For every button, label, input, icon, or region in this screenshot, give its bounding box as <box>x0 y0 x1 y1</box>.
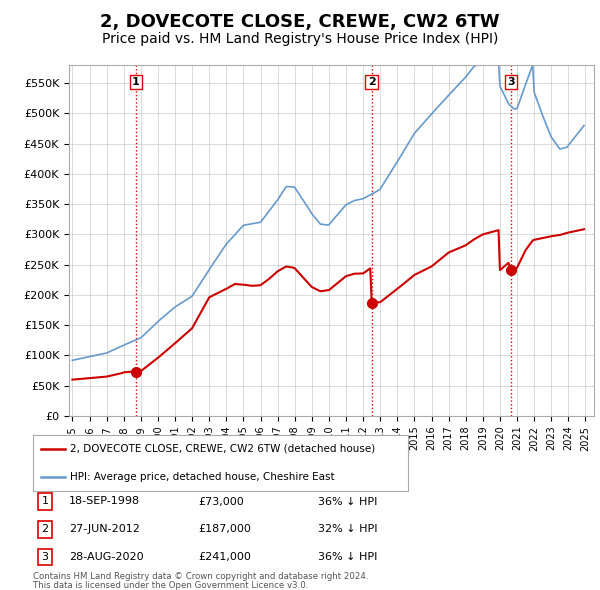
Text: 32% ↓ HPI: 32% ↓ HPI <box>318 525 377 534</box>
Text: 3: 3 <box>508 77 515 87</box>
Text: 3: 3 <box>41 552 49 562</box>
Text: 1: 1 <box>132 77 140 87</box>
Text: 2, DOVECOTE CLOSE, CREWE, CW2 6TW (detached house): 2, DOVECOTE CLOSE, CREWE, CW2 6TW (detac… <box>71 444 376 454</box>
Text: 2: 2 <box>368 77 376 87</box>
Text: Price paid vs. HM Land Registry's House Price Index (HPI): Price paid vs. HM Land Registry's House … <box>102 32 498 47</box>
Text: 36% ↓ HPI: 36% ↓ HPI <box>318 497 377 506</box>
Text: Contains HM Land Registry data © Crown copyright and database right 2024.: Contains HM Land Registry data © Crown c… <box>33 572 368 581</box>
Text: £241,000: £241,000 <box>198 552 251 562</box>
Text: 1: 1 <box>41 497 49 506</box>
Text: £187,000: £187,000 <box>198 525 251 534</box>
Text: 18-SEP-1998: 18-SEP-1998 <box>69 497 140 506</box>
Text: 27-JUN-2012: 27-JUN-2012 <box>69 525 140 534</box>
Text: 2: 2 <box>41 525 49 534</box>
Text: 36% ↓ HPI: 36% ↓ HPI <box>318 552 377 562</box>
Text: HPI: Average price, detached house, Cheshire East: HPI: Average price, detached house, Ches… <box>71 472 335 482</box>
Text: This data is licensed under the Open Government Licence v3.0.: This data is licensed under the Open Gov… <box>33 581 308 590</box>
Text: 28-AUG-2020: 28-AUG-2020 <box>69 552 143 562</box>
Text: £73,000: £73,000 <box>198 497 244 506</box>
Text: 2, DOVECOTE CLOSE, CREWE, CW2 6TW: 2, DOVECOTE CLOSE, CREWE, CW2 6TW <box>100 13 500 31</box>
